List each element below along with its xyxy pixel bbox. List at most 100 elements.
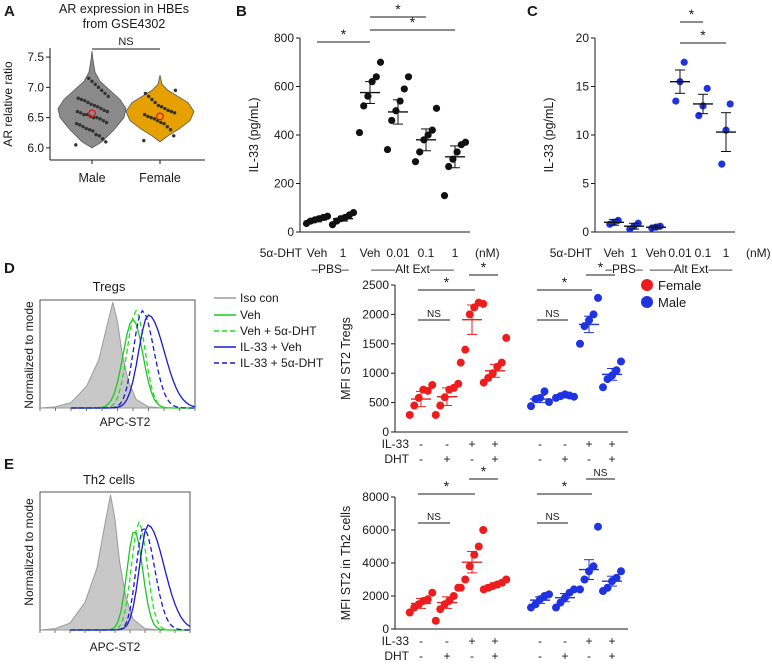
significance-label: * [395, 1, 401, 17]
data-point [349, 209, 358, 217]
data-point [545, 398, 553, 407]
data-point [78, 111, 83, 115]
y-tick-label: 4000 [362, 556, 389, 570]
histogram-title: Th2 cells [83, 472, 136, 487]
legend-label-female: Female [658, 278, 701, 293]
group-label: –PBS– [311, 262, 349, 276]
dht-sign: - [419, 649, 423, 663]
data-point [142, 112, 147, 117]
data-point [545, 590, 553, 599]
legend-label: Veh + 5α-DHT [240, 324, 317, 338]
y-tick-label: 6.0 [27, 141, 44, 155]
y-tick-label: 0 [382, 622, 389, 636]
data-point [454, 379, 463, 388]
dht-sign: - [538, 649, 542, 663]
mean-marker [88, 109, 96, 118]
il33-sign: - [419, 437, 423, 451]
data-point [603, 583, 612, 592]
row-label-dht: DHT [384, 649, 409, 663]
row-label-il33: IL-33 [382, 634, 410, 648]
y-tick-label: 7.0 [27, 80, 44, 94]
data-point [449, 592, 458, 600]
x-tick-label: 0.1 [695, 246, 712, 260]
x-tick-label: Veh [360, 246, 381, 260]
data-point [92, 103, 97, 108]
data-point [165, 125, 169, 129]
panel-label-d: D [4, 260, 15, 277]
data-point [411, 158, 420, 166]
il33-sign: + [608, 634, 615, 648]
data-point [718, 160, 726, 168]
il33-sign: + [491, 634, 498, 648]
group-label: ——Alt Ext—— [371, 262, 454, 276]
y-tick-label: 6000 [362, 523, 389, 537]
data-point [95, 105, 100, 109]
x-tick-label: 0.1 [418, 246, 435, 260]
il33-sign: - [445, 634, 449, 648]
x-tick-label: 1 [723, 246, 730, 260]
data-point [436, 401, 445, 410]
data-point [97, 134, 101, 138]
histogram-iso-con [39, 302, 165, 409]
data-point [431, 410, 440, 419]
data-point [502, 333, 511, 342]
data-point [474, 542, 483, 551]
data-point [527, 402, 535, 411]
data-point [461, 138, 470, 146]
y-tick-label: 20 [576, 31, 590, 45]
significance-label: * [341, 26, 347, 42]
histogram-il33-dht [70, 527, 190, 631]
legend-dot-male [641, 296, 653, 308]
data-point [456, 583, 465, 592]
y-tick-label: 1500 [362, 337, 389, 351]
flow-histogram-d: Tregs Normalized to mode APC-ST2 [22, 279, 196, 429]
data-point [100, 88, 104, 93]
significance-label: * [700, 27, 706, 43]
dht-sign: + [561, 649, 568, 663]
data-point [428, 588, 437, 597]
data-point [423, 595, 432, 604]
data-point [440, 192, 449, 200]
data-point [570, 585, 578, 594]
data-point [93, 82, 97, 87]
group-label: –PBS– [605, 262, 643, 276]
data-point [445, 162, 453, 171]
data-point [146, 114, 150, 119]
il33-sign: - [538, 634, 542, 648]
data-point [94, 132, 98, 137]
significance-label: * [410, 14, 416, 30]
data-point [456, 358, 465, 367]
data-point [98, 117, 102, 121]
y-axis-label: MFI ST2 Tregs [339, 317, 353, 400]
data-point [169, 109, 174, 114]
flow-histogram-e: Th2 cells Normalized to mode APC-ST2 [22, 472, 191, 654]
data-point [159, 120, 163, 125]
histogram-title: Tregs [93, 279, 126, 294]
il33-sign: - [445, 437, 449, 451]
dht-sign: + [608, 452, 615, 466]
data-point [95, 115, 99, 120]
data-point [74, 121, 79, 126]
data-point [589, 310, 598, 319]
data-point [75, 109, 80, 114]
dht-sign: + [608, 649, 615, 663]
data-point [173, 88, 178, 93]
data-point [400, 85, 408, 93]
data-point [432, 104, 441, 112]
y-tick-label: 600 [274, 80, 294, 94]
data-point [81, 125, 85, 129]
x-tick-label: Veh [646, 246, 667, 260]
data-point [143, 91, 148, 96]
violin-male [57, 50, 127, 149]
legend-label: IL-33 + 5α-DHT [240, 356, 324, 370]
y-tick-label: 400 [274, 128, 294, 142]
x-tick-label: 1 [452, 246, 459, 260]
data-point [91, 129, 95, 133]
data-point [82, 112, 86, 117]
y-tick-label: 6.5 [27, 111, 44, 125]
significance-label: NS [594, 468, 608, 479]
data-point [540, 387, 549, 396]
